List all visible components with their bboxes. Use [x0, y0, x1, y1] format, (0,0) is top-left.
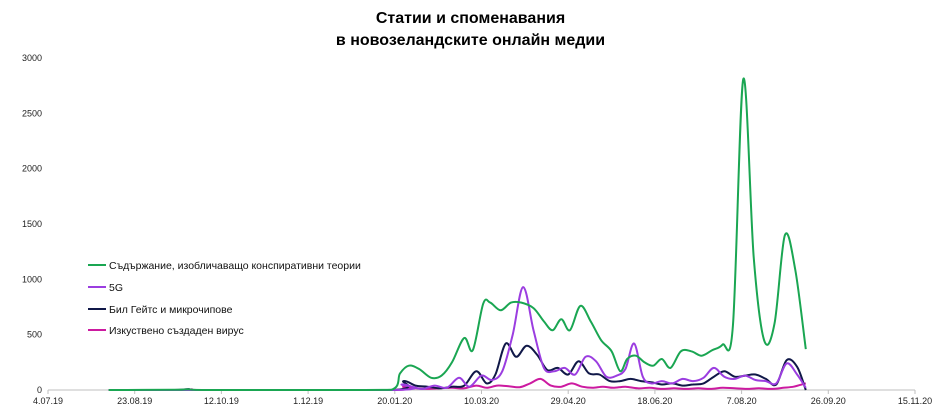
y-tick-label: 0	[37, 385, 42, 395]
legend-label-2: Бил Гейтс и микрочипове	[109, 304, 233, 316]
series-line-0	[108, 77, 807, 391]
chart-title-line1: Статии и споменавания	[375, 10, 566, 27]
y-tick-label: 2000	[22, 164, 42, 174]
legend-label-0: Съдържание, изобличаващо конспиративни т…	[109, 260, 361, 272]
x-tick-label: 18.06.20	[637, 396, 672, 406]
y-tick-label: 500	[27, 330, 42, 340]
x-tick-label: 7.08.20	[727, 396, 757, 406]
y-tick-label: 1500	[22, 219, 42, 229]
legend-label-1: 5G	[109, 282, 123, 294]
series-line-1	[108, 286, 807, 391]
x-tick-label: 4.07.19	[33, 396, 63, 406]
chart-title-line2: в новозеландските онлайн медии	[335, 32, 606, 49]
axes: 0 500 1000 1500 2000 2500 3000 4.07.19 23.08.19 1…	[22, 53, 932, 406]
y-tick-label: 2500	[22, 108, 42, 118]
chart-title: Статии и споменавания в новозеландските …	[0, 8, 941, 52]
y-tick-label: 3000	[22, 53, 42, 63]
x-tick-label: 15.11.20	[898, 396, 932, 406]
series-line-2	[108, 342, 807, 392]
x-tick-label: 23.08.19	[117, 396, 152, 406]
x-tick-label: 26.09.20	[811, 396, 846, 406]
legend: Съдържание, изобличаващо конспиративни т…	[88, 260, 361, 337]
legend-label-3: Изкуствено създаден вирус	[109, 325, 244, 337]
x-tick-label: 20.01.20	[377, 396, 412, 406]
x-tick-label: 1.12.19	[293, 396, 323, 406]
x-tick-label: 12.10.19	[204, 396, 239, 406]
x-tick-label: 29.04.20	[551, 396, 586, 406]
x-tick-label: 10.03.20	[464, 396, 499, 406]
series-lines	[108, 77, 807, 392]
y-tick-label: 1000	[22, 274, 42, 284]
